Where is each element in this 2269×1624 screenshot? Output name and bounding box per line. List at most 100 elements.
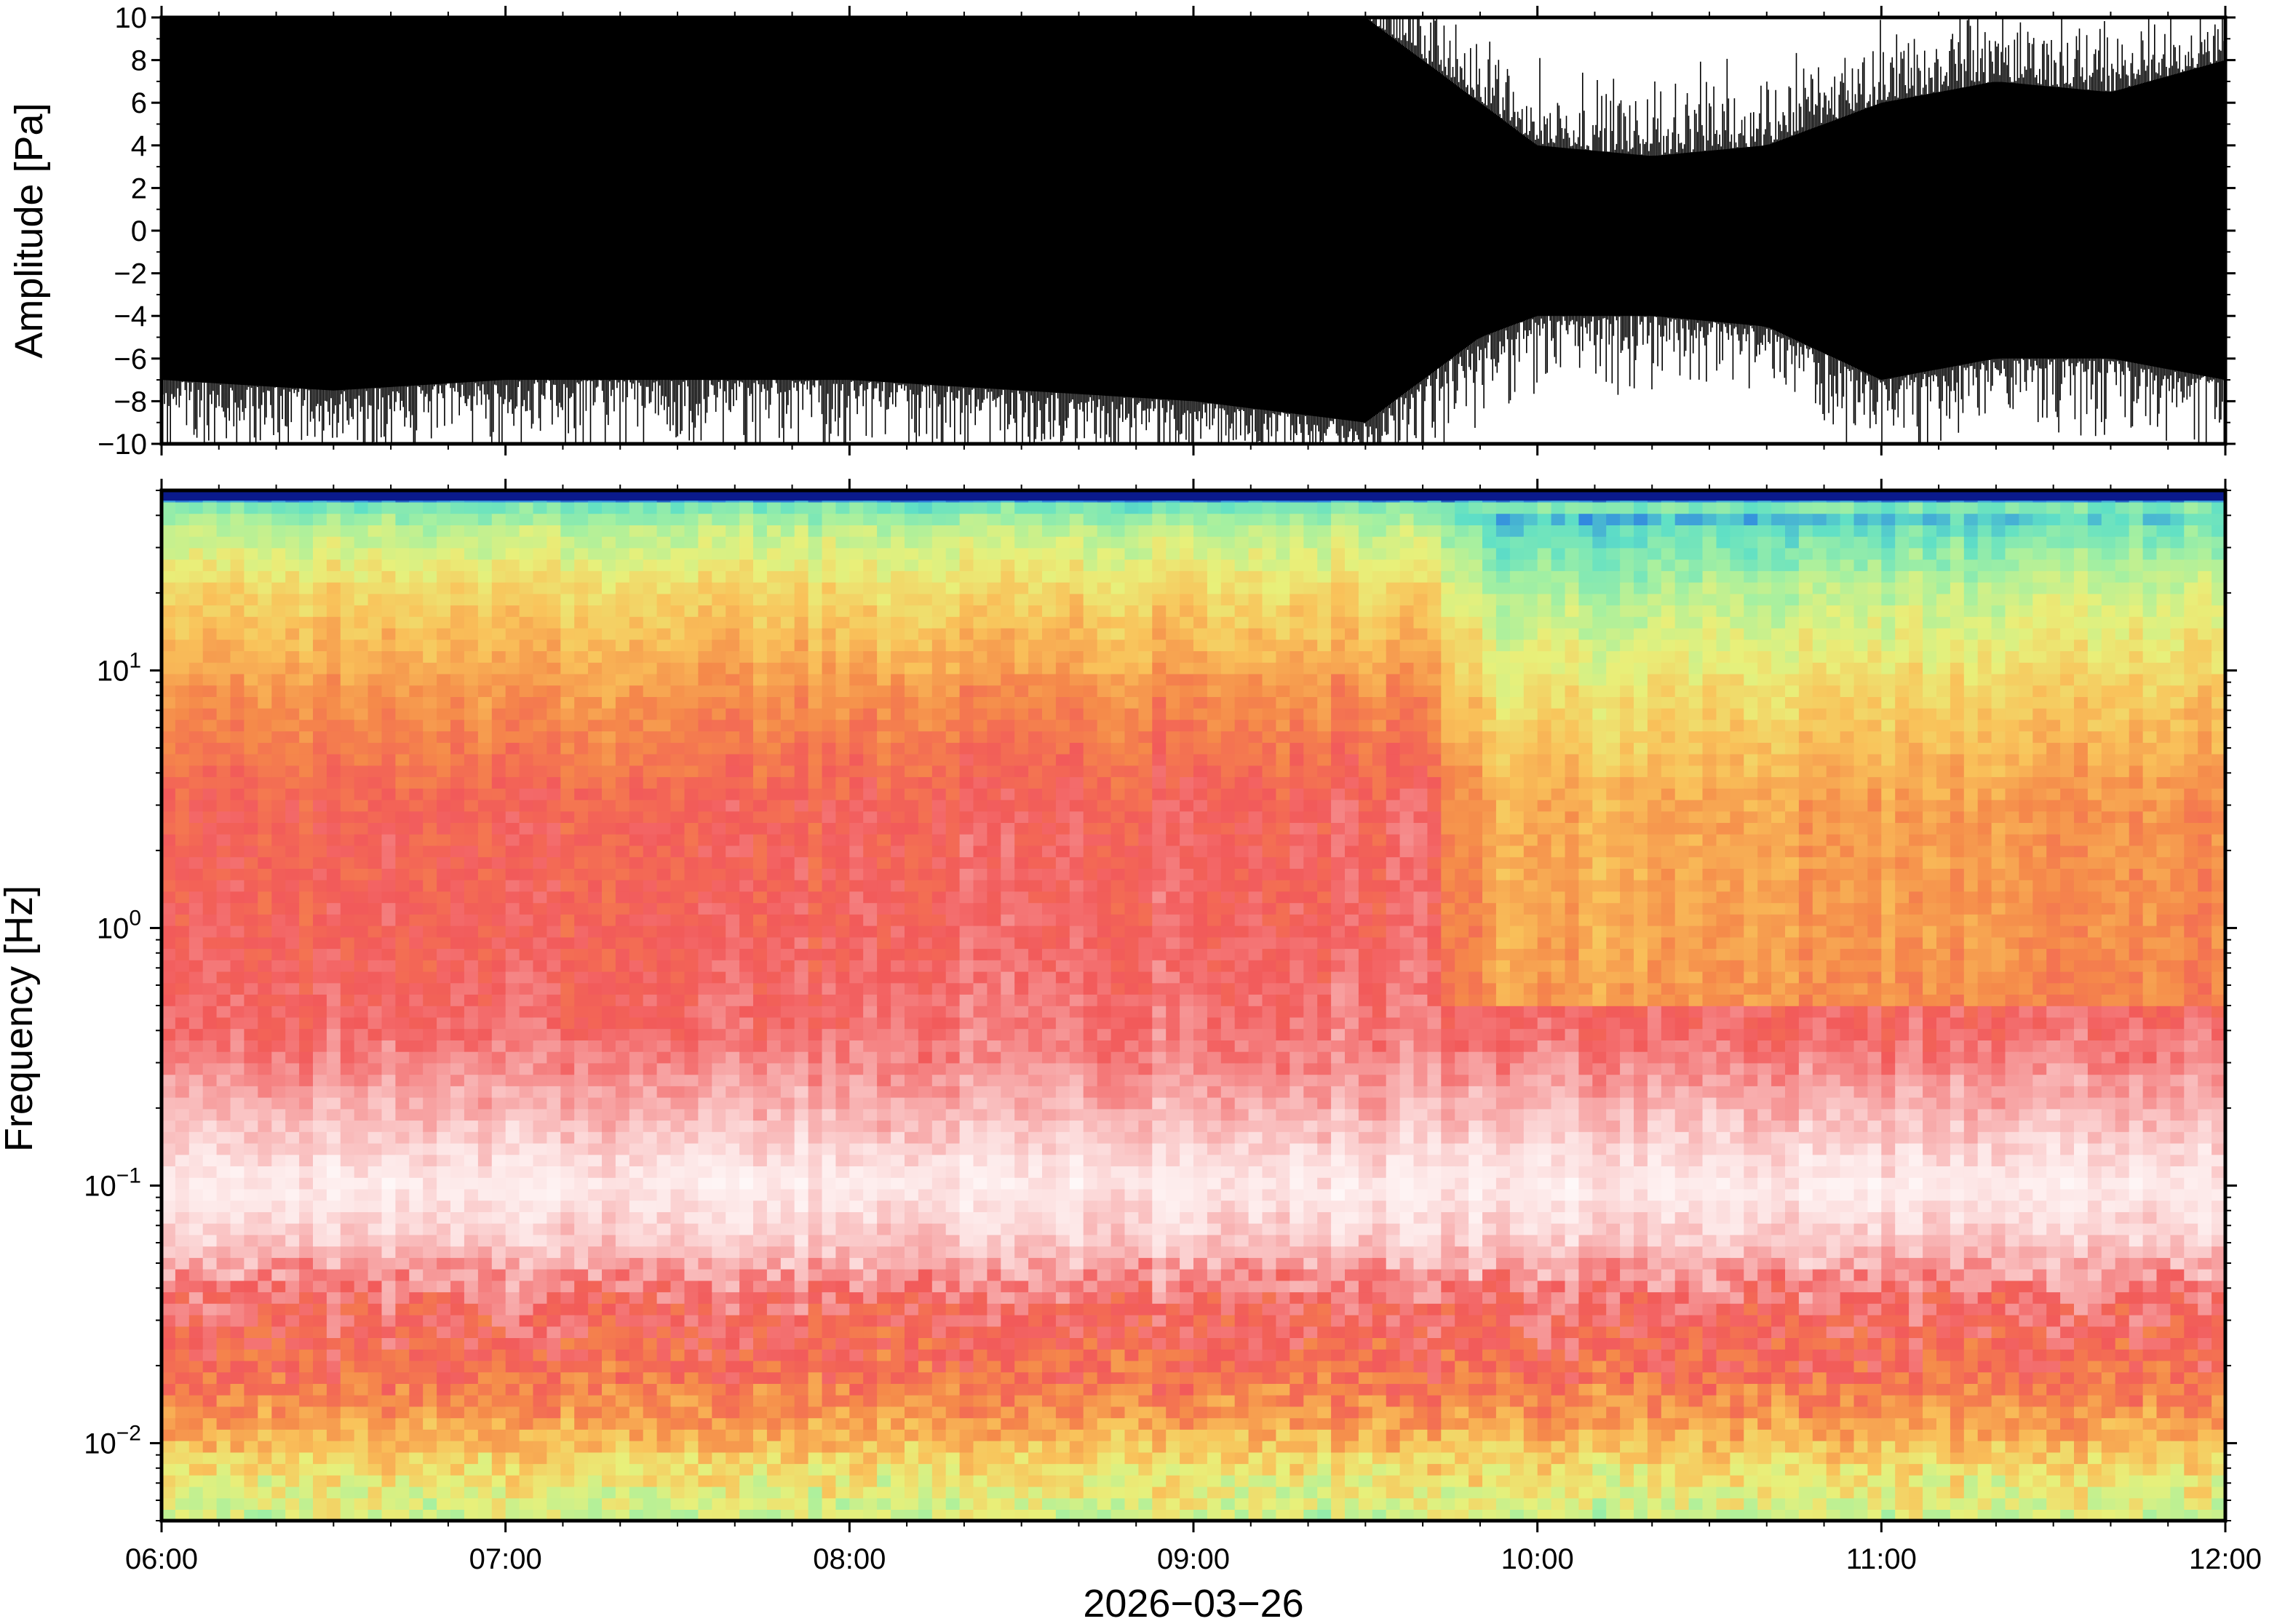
spectrogram-cell (698, 673, 713, 686)
spectrogram-cell (162, 902, 176, 915)
spectrogram-cell (450, 593, 465, 606)
spectrogram-cell (285, 1016, 300, 1030)
spectrogram-cell (629, 1291, 644, 1304)
spectrogram-cell (766, 914, 782, 926)
spectrogram-cell (712, 1268, 726, 1281)
spectrogram-cell (753, 1280, 768, 1293)
spectrogram-cell (602, 982, 616, 995)
spectrogram-cell (313, 1280, 327, 1293)
spectrogram-cell (299, 1475, 314, 1487)
spectrogram-cell (395, 1280, 410, 1293)
spectrogram-cell (188, 868, 204, 880)
spectrogram-cell (766, 1509, 782, 1521)
spectrogram-cell (712, 1360, 726, 1373)
spectrogram-cell (285, 856, 300, 869)
spectrogram-cell (326, 559, 341, 571)
spectrogram-cell (202, 639, 218, 651)
spectrogram-cell (739, 1177, 754, 1190)
spectrogram-cell (684, 1211, 699, 1224)
spectrogram-cell (409, 1086, 424, 1098)
spectrogram-cell (491, 1086, 506, 1098)
spectrogram-cell (656, 1280, 672, 1293)
spectrogram-cell (739, 856, 754, 869)
spectrogram-cell (822, 685, 837, 697)
spectrogram-cell (766, 707, 782, 720)
spectrogram-cell (188, 1142, 204, 1155)
spectrogram-cell (602, 936, 616, 950)
spectrogram-cell (519, 1326, 534, 1338)
spectrogram-cell (340, 1108, 355, 1121)
spectrogram-cell (849, 1062, 864, 1075)
spectrogram-cell (519, 731, 534, 743)
spectrogram-cell (299, 1486, 314, 1499)
spectrogram-cell (216, 753, 231, 766)
spectrogram-cell (808, 753, 823, 766)
spectrogram-cell (891, 731, 905, 743)
spectrogram-cell (519, 914, 534, 926)
spectrogram-cell (698, 891, 713, 904)
spectrogram-cell (258, 1440, 272, 1453)
spectrogram-cell (766, 685, 782, 697)
spectrogram-cell (588, 1166, 603, 1178)
spectrogram-cell (464, 513, 479, 525)
spectrogram-cell (877, 501, 891, 514)
spectrogram-cell (491, 753, 506, 766)
spectrogram-cell (395, 639, 410, 651)
spectrogram-cell (244, 662, 259, 674)
spectrogram-cell (477, 834, 493, 846)
spectrogram-cell (299, 925, 314, 938)
spectrogram-cell (726, 1303, 740, 1315)
spectrogram-cell (464, 559, 479, 571)
spectrogram-cell (588, 1062, 603, 1075)
spectrogram-cell (766, 1006, 782, 1018)
spectrogram-cell (437, 1166, 451, 1178)
spectrogram-cell (877, 593, 891, 606)
spectrogram-cell (615, 685, 630, 697)
spectrogram-cell (450, 570, 465, 583)
spectrogram-cell (726, 1096, 740, 1110)
spectrogram-cell (574, 1062, 589, 1075)
spectrogram-cell (409, 1154, 424, 1166)
spectrogram-cell (519, 1406, 534, 1419)
spectrogram-cell (753, 960, 768, 972)
spectrogram-cell (505, 1314, 520, 1327)
spectrogram-cell (547, 525, 562, 537)
spectrogram-cell (794, 994, 809, 1006)
spectrogram-cell (891, 1154, 905, 1166)
spectrogram-cell (409, 902, 424, 915)
spectrogram-cell (547, 1257, 562, 1270)
spectrogram-cell (477, 948, 493, 960)
spectrogram-cell (588, 902, 603, 915)
spectrogram-cell (437, 593, 451, 606)
spectrogram-cell (354, 1188, 369, 1201)
spectrogram-cell (891, 936, 905, 950)
spectrogram-cell (560, 547, 575, 560)
spectrogram-cell (188, 1360, 204, 1373)
spectrogram-cell (162, 547, 176, 560)
spectrogram-cell (739, 501, 754, 514)
spectrogram-cell (367, 1337, 383, 1350)
spectrogram-cell (230, 1200, 245, 1212)
spectrogram-cell (409, 650, 424, 663)
spectrogram-cell (313, 570, 327, 583)
spectrogram-cell (340, 1349, 355, 1361)
spectrogram-cell (505, 776, 520, 789)
spectrogram-cell (643, 788, 658, 800)
spectrogram-cell (712, 1006, 726, 1018)
spectrogram-cell (437, 501, 451, 514)
spectrogram-cell (188, 936, 204, 950)
spectrogram-cell (863, 1222, 878, 1235)
spectrogram-cell (367, 902, 383, 915)
spectrogram-cell (340, 1509, 355, 1521)
spectrogram-cell (244, 1394, 259, 1407)
spectrogram-cell (285, 1028, 300, 1040)
spectrogram-cell (162, 1040, 176, 1052)
spectrogram-cell (547, 1360, 562, 1373)
spectrogram-cell (753, 845, 768, 858)
spectrogram-cell (615, 811, 630, 823)
spectrogram-cell (285, 673, 300, 686)
spectrogram-cell (381, 971, 397, 984)
spectrogram-cell (794, 1314, 809, 1327)
spectrogram-cell (547, 1417, 562, 1430)
spectrogram-cell (670, 616, 686, 629)
